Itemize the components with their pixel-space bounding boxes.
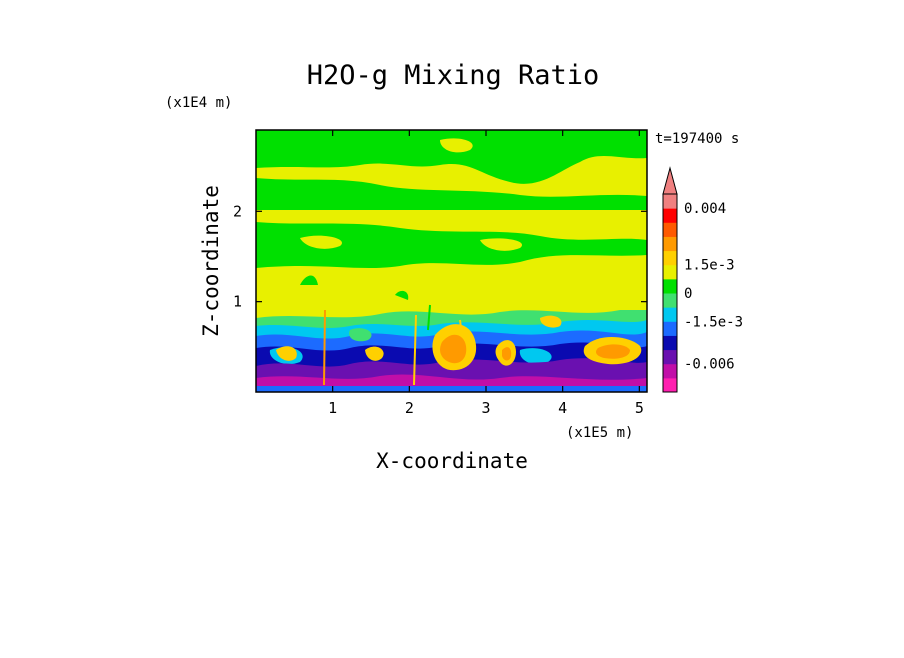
colorbar-swatch: [663, 208, 677, 223]
moist-plumes: [276, 315, 642, 371]
colorbar-swatch: [663, 264, 677, 280]
colorbar: -0.006 -1.5e-3 0 1.5e-3 0.004: [662, 166, 743, 393]
bottom-dry-layer: [256, 358, 647, 392]
x-axis: 1 2 3 4 5: [328, 130, 644, 417]
colorbar-swatch: [663, 250, 677, 266]
colorbar-swatch: [663, 293, 677, 308]
x-tick-label: 1: [328, 399, 337, 417]
y-axis: 12: [233, 202, 647, 311]
colorbar-swatch: [663, 377, 677, 393]
x-tick-label: 2: [405, 399, 414, 417]
x-axis-label: X-coordinate: [376, 449, 528, 473]
colorbar-swatch: [663, 307, 677, 322]
colorbar-label: 0.004: [684, 201, 726, 217]
x-tick-label: 3: [481, 399, 490, 417]
colorbar-swatch: [663, 222, 677, 237]
colorbar-label: -1.5e-3: [684, 314, 743, 330]
colorbar-label: 0: [684, 286, 692, 302]
plume-stalks: [323, 304, 463, 386]
y-unit-label: (x1E4 m): [165, 95, 232, 111]
y-tick-label: 2: [233, 202, 242, 220]
x-tick-label: 4: [558, 399, 567, 417]
upper-moist-band: [256, 130, 647, 300]
colorbar-swatch: [663, 321, 677, 336]
colorbar-swatch: [663, 194, 677, 209]
time-label: t=197400 s: [655, 131, 739, 147]
plot-frame: [255, 129, 648, 393]
colorbar-frame: [662, 193, 678, 393]
colorbar-swatch: [663, 236, 677, 252]
colorbar-swatch: [663, 363, 677, 379]
chart-title: H2O-g Mixing Ratio: [307, 60, 600, 91]
colorbar-swatch: [663, 349, 677, 365]
colorbar-label: -0.006: [684, 357, 735, 373]
heatmap-field: [256, 130, 647, 392]
colorbar-label: 1.5e-3: [684, 258, 735, 274]
x-unit-label: (x1E5 m): [566, 425, 633, 441]
x-tick-label: 5: [635, 399, 644, 417]
colorbar-swatch: [663, 335, 677, 351]
colorbar-swatch: [663, 278, 677, 294]
y-axis-label: Z-coordinate: [199, 185, 223, 337]
y-tick-label: 1: [233, 293, 242, 311]
colorbar-extend-arrow: [662, 166, 678, 195]
